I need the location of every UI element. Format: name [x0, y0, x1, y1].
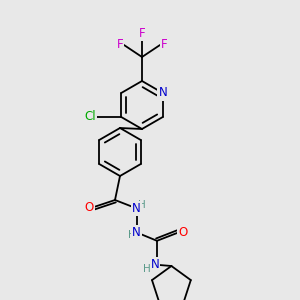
Text: N: N — [132, 226, 141, 239]
Text: N: N — [132, 202, 141, 215]
Text: H: H — [143, 264, 151, 274]
Text: F: F — [161, 38, 167, 52]
Text: N: N — [158, 86, 167, 100]
Text: Cl: Cl — [84, 110, 96, 124]
Text: F: F — [139, 27, 145, 40]
Text: O: O — [178, 226, 187, 239]
Text: H: H — [128, 230, 136, 240]
Text: N: N — [151, 258, 159, 271]
Text: O: O — [85, 201, 94, 214]
Text: F: F — [117, 38, 123, 52]
Text: H: H — [138, 200, 146, 210]
